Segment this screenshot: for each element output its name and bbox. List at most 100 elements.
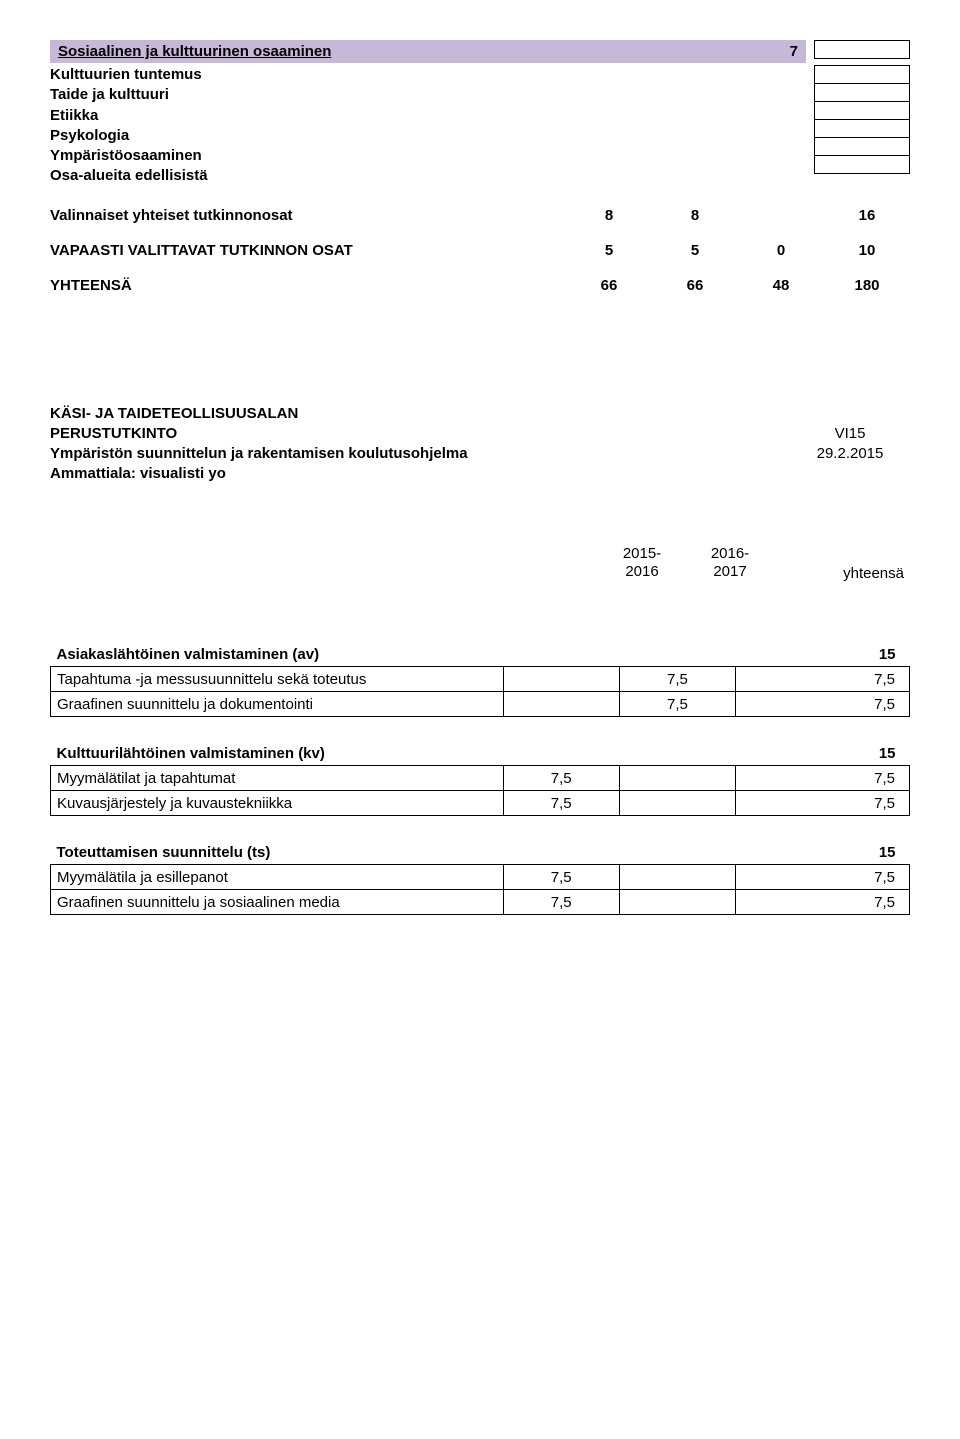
group-head-row: Toteuttamisen suunnittelu (ts) 15 bbox=[51, 840, 910, 865]
row-val-b bbox=[619, 890, 735, 915]
empty-cell bbox=[814, 155, 910, 174]
empty-cell bbox=[814, 137, 910, 156]
sub-item: Osa-alueita edellisistä bbox=[50, 166, 806, 186]
empty-cell bbox=[814, 83, 910, 102]
group-head-row: Kulttuurilähtöinen valmistaminen (kv) 15 bbox=[51, 741, 910, 766]
summary-value: 8 bbox=[566, 207, 652, 224]
table-row: Graafinen suunnittelu ja sosiaalinen med… bbox=[51, 890, 910, 915]
row-val-total: 7,5 bbox=[736, 766, 910, 791]
row-val-total: 7,5 bbox=[736, 890, 910, 915]
groups-table: Asiakaslähtöinen valmistaminen (av) 15 Tap… bbox=[50, 642, 910, 915]
table-row: Graafinen suunnittelu ja dokumentointi 7,… bbox=[51, 692, 910, 717]
sub-item: Taide ja kulttuuri bbox=[50, 85, 806, 105]
row-val-a: 7,5 bbox=[503, 890, 619, 915]
program-block: KÄSI- JA TAIDETEOLLISUUSALAN PERUSTUTKIN… bbox=[50, 404, 910, 485]
summary-value: 180 bbox=[824, 277, 910, 294]
row-val-b bbox=[619, 791, 735, 816]
row-val-total: 7,5 bbox=[736, 692, 910, 717]
table-row: Kuvausjärjestely ja kuvaustekniikka7,57,… bbox=[51, 791, 910, 816]
group-head-row: Asiakaslähtöinen valmistaminen (av) 15 bbox=[51, 642, 910, 667]
col-year2-b: 2017 bbox=[713, 563, 746, 580]
summary-nums: 88 16 bbox=[566, 207, 910, 224]
summary-label: VAPAASTI VALITTAVAT TUTKINNON OSAT bbox=[50, 242, 566, 259]
row-label: Myymälätila ja esillepanot bbox=[51, 865, 504, 890]
summary-value: 0 bbox=[738, 242, 824, 259]
summary-label: Valinnaiset yhteiset tutkinnonosat bbox=[50, 207, 566, 224]
summary-value: 66 bbox=[652, 277, 738, 294]
table-row: Myymälätila ja esillepanot7,57,5 bbox=[51, 865, 910, 890]
row-val-total: 7,5 bbox=[736, 791, 910, 816]
sub-item-list: Kulttuurien tuntemus Taide ja kulttuuri … bbox=[50, 65, 806, 187]
program-line4: Ammattiala: visualisti yo bbox=[50, 464, 910, 484]
row-val-a: 7,5 bbox=[503, 791, 619, 816]
group-gap bbox=[51, 717, 910, 742]
table-row: Myymälätilat ja tapahtumat7,57,5 bbox=[51, 766, 910, 791]
group-total: 15 bbox=[736, 840, 910, 865]
summary-value: 66 bbox=[566, 277, 652, 294]
summary-row: VAPAASTI VALITTAVAT TUTKINNON OSAT55010 bbox=[50, 242, 910, 259]
col-total: yhteensä bbox=[774, 565, 910, 582]
row-label: Graafinen suunnittelu ja dokumentointi bbox=[51, 692, 504, 717]
col-total-label: yhteensä bbox=[843, 565, 904, 582]
summary-label: YHTEENSÄ bbox=[50, 277, 566, 294]
summary-row: Valinnaiset yhteiset tutkinnonosat8816 bbox=[50, 207, 910, 224]
empty-cell bbox=[814, 65, 910, 84]
col-year1-b: 2016 bbox=[625, 563, 658, 580]
summary-value: 5 bbox=[652, 242, 738, 259]
row-val-b bbox=[619, 766, 735, 791]
program-line1: KÄSI- JA TAIDETEOLLISUUSALAN bbox=[50, 404, 910, 424]
group-total: 15 bbox=[736, 642, 910, 667]
group-col-a bbox=[503, 741, 619, 766]
program-line2: PERUSTUTKINTO bbox=[50, 424, 177, 444]
group-total: 15 bbox=[736, 741, 910, 766]
section-title-bar: Sosiaalinen ja kulttuurinen osaaminen 7 bbox=[50, 40, 806, 63]
sub-item: Etiikka bbox=[50, 106, 806, 126]
col-year2: 2016- 2017 bbox=[686, 545, 774, 583]
summary-value bbox=[738, 207, 824, 224]
summary-value: 10 bbox=[824, 242, 910, 259]
summary-value: 8 bbox=[652, 207, 738, 224]
program-line3: Ympäristön suunnittelun ja rakentamisen … bbox=[50, 444, 468, 464]
sub-item: Psykologia bbox=[50, 126, 806, 146]
sub-item: Ympäristöosaaminen bbox=[50, 146, 806, 166]
summary-value: 5 bbox=[566, 242, 652, 259]
row-val-b bbox=[619, 865, 735, 890]
row-val-b: 7,5 bbox=[619, 692, 735, 717]
sub-item: Kulttuurien tuntemus bbox=[50, 65, 806, 85]
group-col-b bbox=[619, 741, 735, 766]
row-label: Myymälätilat ja tapahtumat bbox=[51, 766, 504, 791]
row-label: Kuvausjärjestely ja kuvaustekniikka bbox=[51, 791, 504, 816]
program-date: 29.2.2015 bbox=[790, 444, 910, 464]
empty-cell bbox=[814, 119, 910, 138]
row-label: Graafinen suunnittelu ja sosiaalinen med… bbox=[51, 890, 504, 915]
columns-header: 2015- 2016 2016- 2017 yhteensä bbox=[50, 545, 910, 583]
row-val-a: 7,5 bbox=[503, 766, 619, 791]
group-title: Kulttuurilähtöinen valmistaminen (kv) bbox=[51, 741, 504, 766]
summary-value: 16 bbox=[824, 207, 910, 224]
group-col-b bbox=[619, 840, 735, 865]
group-col-b bbox=[619, 642, 735, 667]
row-val-total: 7,5 bbox=[736, 865, 910, 890]
row-val-a: 7,5 bbox=[503, 865, 619, 890]
row-val-b: 7,5 bbox=[619, 667, 735, 692]
col-year1-a: 2015- bbox=[623, 545, 661, 562]
row-label: Tapahtuma -ja messusuunnittelu sekä tote… bbox=[51, 667, 504, 692]
section-header: Sosiaalinen ja kulttuurinen osaaminen 7 bbox=[50, 40, 910, 63]
section-title: Sosiaalinen ja kulttuurinen osaaminen bbox=[58, 43, 331, 60]
summary-nums: 55010 bbox=[566, 242, 910, 259]
col-year1: 2015- 2016 bbox=[598, 545, 686, 583]
group-gap bbox=[51, 816, 910, 841]
row-val-a bbox=[503, 692, 619, 717]
program-code: VI15 bbox=[790, 424, 910, 444]
group-title: Toteuttamisen suunnittelu (ts) bbox=[51, 840, 504, 865]
group-col-a bbox=[503, 840, 619, 865]
empty-cell bbox=[814, 40, 910, 59]
right-box-column bbox=[814, 65, 910, 207]
group-title: Asiakaslähtöinen valmistaminen (av) bbox=[51, 642, 504, 667]
section-number: 7 bbox=[790, 43, 798, 60]
summary-nums: 666648180 bbox=[566, 277, 910, 294]
summary-value: 48 bbox=[738, 277, 824, 294]
right-box-column bbox=[814, 40, 910, 58]
col-year2-a: 2016- bbox=[711, 545, 749, 562]
summary-rows: Valinnaiset yhteiset tutkinnonosat8816VA… bbox=[50, 207, 910, 294]
